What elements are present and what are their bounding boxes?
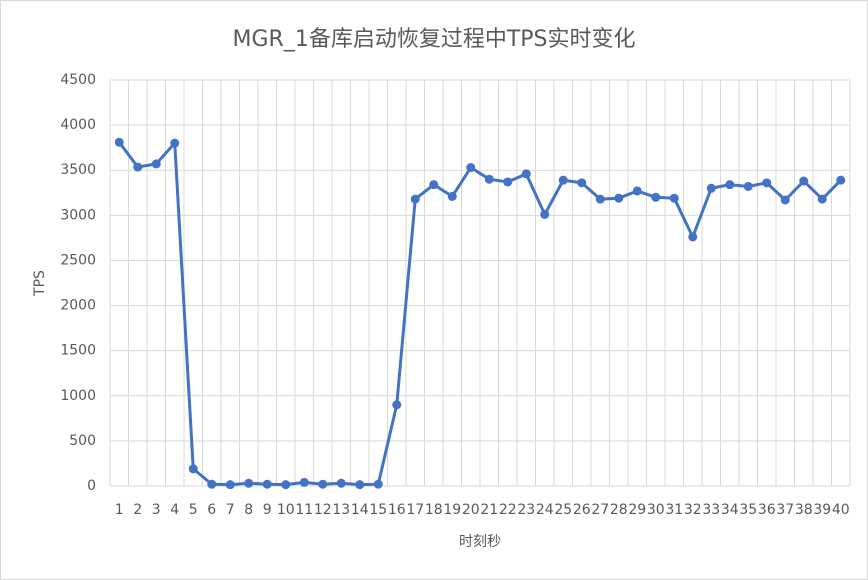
y-tick-label: 2000 — [60, 298, 96, 314]
x-tick-label: 8 — [244, 502, 253, 518]
y-tick-label: 2500 — [60, 252, 96, 268]
marker — [336, 478, 346, 488]
x-tick-label: 12 — [314, 502, 332, 518]
marker — [207, 479, 217, 489]
marker — [466, 163, 476, 173]
marker — [725, 180, 735, 190]
x-tick-label: 22 — [499, 502, 517, 518]
marker — [133, 162, 143, 172]
x-tick-label: 13 — [332, 502, 350, 518]
marker — [188, 464, 198, 474]
marker — [299, 477, 309, 487]
marker — [114, 137, 124, 147]
x-axis-label: 时刻秒 — [459, 534, 501, 550]
x-tick-label: 38 — [795, 502, 813, 518]
x-tick-label: 28 — [610, 502, 628, 518]
marker — [484, 174, 494, 184]
x-tick-label: 16 — [388, 502, 406, 518]
marker — [410, 194, 420, 204]
y-tick-label: 3000 — [60, 207, 96, 223]
marker — [762, 178, 772, 188]
x-tick-label: 20 — [462, 502, 480, 518]
x-tick-label: 24 — [536, 502, 554, 518]
marker — [244, 478, 254, 488]
marker — [632, 186, 642, 196]
marker — [521, 169, 531, 179]
marker — [743, 181, 753, 191]
x-tick-label: 2 — [133, 502, 142, 518]
x-tick-label: 1 — [115, 502, 124, 518]
marker — [373, 479, 383, 489]
x-tick-label: 29 — [628, 502, 646, 518]
marker — [225, 480, 235, 490]
x-tick-label: 34 — [721, 502, 739, 518]
marker — [706, 183, 716, 193]
x-tick-label: 7 — [226, 502, 235, 518]
marker — [688, 232, 698, 242]
marker — [540, 209, 550, 219]
marker — [577, 178, 587, 188]
x-tick-label: 27 — [591, 502, 609, 518]
x-tick-label: 33 — [702, 502, 720, 518]
marker — [318, 479, 328, 489]
x-tick-label: 37 — [776, 502, 794, 518]
marker — [355, 480, 365, 490]
y-tick-label: 4500 — [60, 72, 96, 88]
x-tick-label: 30 — [647, 502, 665, 518]
x-tick-label: 36 — [758, 502, 776, 518]
marker — [799, 176, 809, 186]
y-tick-label: 4000 — [60, 117, 96, 133]
x-tick-label: 23 — [517, 502, 535, 518]
marker — [651, 192, 661, 202]
x-tick-label: 17 — [406, 502, 424, 518]
x-tick-label: 25 — [554, 502, 572, 518]
marker — [780, 195, 790, 205]
y-tick-label: 1500 — [60, 343, 96, 359]
x-tick-label: 19 — [443, 502, 461, 518]
chart-title: MGR_1备库启动恢复过程中TPS实时变化 — [233, 27, 636, 52]
y-tick-label: 1000 — [60, 388, 96, 404]
x-tick-label: 9 — [263, 502, 272, 518]
y-tick-label: 0 — [87, 478, 96, 494]
x-tick-label: 39 — [813, 502, 831, 518]
x-tick-label: 32 — [684, 502, 702, 518]
x-tick-label: 31 — [665, 502, 683, 518]
x-tick-label: 11 — [295, 502, 313, 518]
x-tick-label: 35 — [739, 502, 757, 518]
marker — [262, 479, 272, 489]
marker — [817, 194, 827, 204]
marker — [558, 175, 568, 185]
x-tick-label: 15 — [369, 502, 387, 518]
x-tick-label: 10 — [277, 502, 295, 518]
x-tick-label: 5 — [189, 502, 198, 518]
marker — [836, 175, 846, 185]
x-tick-label: 4 — [170, 502, 179, 518]
marker — [595, 194, 605, 204]
marker — [151, 159, 161, 169]
marker — [447, 191, 457, 201]
x-tick-label: 18 — [425, 502, 443, 518]
y-tick-label: 500 — [69, 433, 96, 449]
marker — [503, 177, 513, 187]
marker — [614, 193, 624, 203]
marker — [281, 480, 291, 490]
x-tick-label: 26 — [573, 502, 591, 518]
x-tick-label: 40 — [832, 502, 850, 518]
marker — [170, 138, 180, 148]
y-axis-label: TPS — [32, 270, 48, 297]
x-tick-label: 3 — [152, 502, 161, 518]
marker — [429, 180, 439, 190]
x-tick-label: 6 — [207, 502, 216, 518]
y-tick-label: 3500 — [60, 162, 96, 178]
marker — [392, 400, 402, 410]
marker — [669, 193, 679, 203]
line — [118, 141, 842, 487]
x-tick-label: 14 — [351, 502, 369, 518]
x-tick-label: 21 — [480, 502, 498, 518]
